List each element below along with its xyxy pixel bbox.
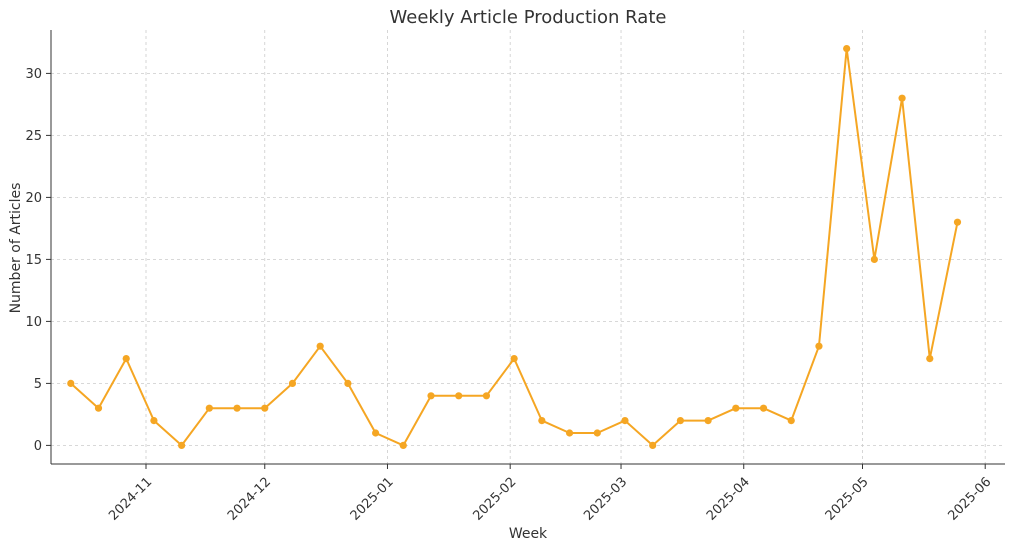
data-point (926, 355, 934, 363)
y-tick-label: 5 (34, 377, 42, 392)
data-point (427, 392, 435, 400)
x-tick-label: 2025-06 (945, 475, 994, 524)
data-point (676, 417, 685, 425)
data-point (787, 417, 795, 425)
data-point (482, 392, 491, 400)
x-tick-label: 2025-03 (581, 475, 630, 524)
y-tick-label: 15 (25, 253, 42, 268)
y-tick-label: 0 (34, 439, 42, 454)
data-point (732, 404, 740, 412)
data-point (178, 441, 186, 449)
data-point (288, 379, 297, 387)
axes: 0 5 10 15 20 25 30 2024-11 2024-12 2025-01 2025-02… (25, 30, 1005, 524)
data-point (953, 218, 962, 226)
data-point (621, 417, 629, 425)
y-tick-label: 25 (25, 129, 42, 144)
data-point (759, 404, 768, 412)
y-tick-label: 30 (25, 67, 42, 82)
series-line (70, 47, 959, 447)
data-point (565, 429, 574, 437)
data-point (704, 417, 712, 425)
x-tick-label: 2025-02 (470, 475, 519, 524)
x-tick-label: 2025-04 (704, 475, 753, 524)
data-point (455, 392, 463, 400)
data-point (67, 379, 75, 387)
series-layer (67, 45, 962, 449)
data-point (649, 441, 657, 449)
data-point (843, 45, 851, 53)
data-point (94, 404, 103, 412)
data-point (344, 379, 352, 387)
x-tick-label: 2024-11 (106, 475, 155, 524)
data-point (316, 342, 324, 350)
x-axis-label: Week (509, 526, 548, 542)
data-point (593, 429, 601, 437)
x-tick-label: 2025-01 (348, 475, 397, 524)
data-point (233, 404, 241, 412)
x-tick-label: 2024-12 (225, 475, 274, 524)
data-point (815, 342, 823, 350)
grid (51, 30, 1005, 464)
x-tick-label: 2025-05 (823, 475, 872, 524)
y-tick-label: 10 (25, 315, 42, 330)
data-point (150, 417, 158, 425)
data-point (870, 255, 878, 263)
chart-title: Weekly Article Production Rate (390, 7, 667, 28)
y-axis-label: Number of Articles (8, 183, 24, 314)
data-point (510, 355, 518, 363)
data-point (205, 404, 213, 412)
y-tick-label: 20 (25, 191, 42, 206)
data-point (371, 429, 380, 437)
data-point (898, 94, 906, 102)
data-point (122, 355, 130, 363)
data-point (261, 404, 269, 412)
data-point (399, 441, 407, 449)
data-point (538, 417, 546, 425)
